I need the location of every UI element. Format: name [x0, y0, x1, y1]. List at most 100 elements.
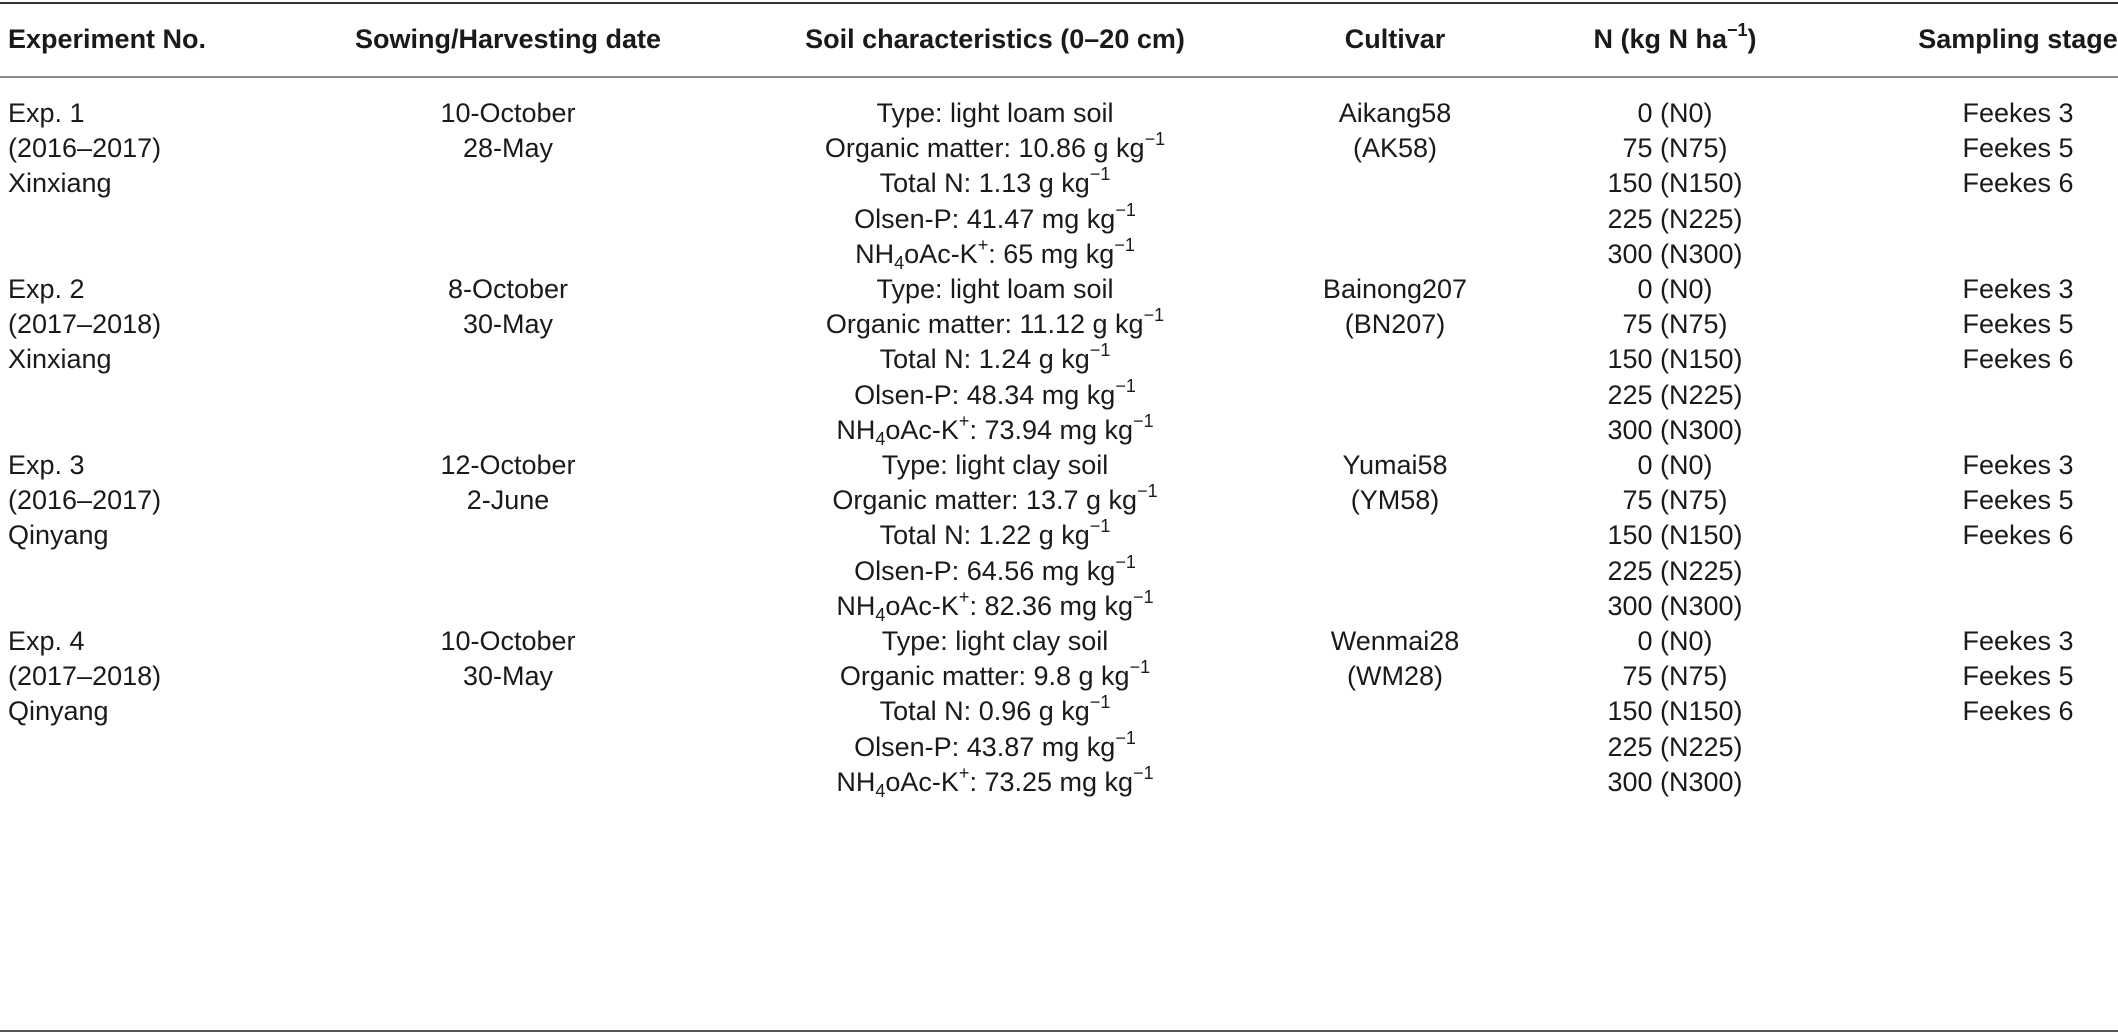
- soil-characteristic-cell: Olsen-P: 64.56 mg kg−1: [854, 553, 1136, 588]
- soil-unit-exp: −1: [1114, 234, 1135, 255]
- n-rate-cell: 75 (N75): [1622, 309, 1728, 340]
- header-rule: [0, 76, 2118, 78]
- soil-unit-exp: −1: [1133, 762, 1154, 783]
- soil-unit: kg: [1104, 414, 1134, 445]
- experiment-cell: (2016–2017): [8, 133, 162, 164]
- header-sowing: Sowing/Harvesting date: [354, 24, 662, 54]
- soil-unit: kg: [1104, 590, 1134, 621]
- soil-label: Type:: [876, 274, 950, 304]
- soil-label: Total N:: [879, 520, 979, 551]
- soil-characteristic-cell: Type: light clay soil: [882, 448, 1109, 482]
- soil-label-sup: +: [958, 762, 970, 783]
- experiment-cell: Qinyang: [8, 696, 109, 727]
- soil-unit: kg: [1108, 485, 1138, 516]
- sampling-stage-cell: Feekes 6: [1962, 696, 2074, 727]
- sampling-stage-cell: Feekes 3: [1962, 450, 2074, 480]
- n-rate-cell: 225 (N225): [1607, 555, 1743, 586]
- n-rate-cell: 0 (N0): [1637, 626, 1713, 656]
- soil-label-colon: :: [969, 590, 985, 621]
- soil-characteristic-cell: Type: light clay soil: [882, 624, 1109, 658]
- soil-label-nh: NH: [855, 238, 895, 269]
- n-rate-cell: 300 (N300): [1607, 414, 1743, 445]
- soil-label: Olsen-P:: [854, 731, 967, 762]
- soil-label: Organic matter:: [839, 661, 1034, 692]
- cultivar-cell: (BN207): [1344, 309, 1446, 340]
- n-rate-cell: 150 (N150): [1607, 168, 1743, 199]
- soil-unit-exp: −1: [1089, 516, 1111, 537]
- sampling-stage-cell: Feekes 6: [1962, 520, 2074, 551]
- soil-label-oac: oAc-K: [904, 238, 978, 269]
- soil-label: Type:: [881, 450, 956, 480]
- soil-label-nh: NH: [836, 590, 876, 621]
- experiment-cell: (2017–2018): [8, 661, 162, 692]
- date-cell: 10-October: [440, 626, 576, 656]
- soil-label: Olsen-P:: [854, 203, 967, 234]
- sampling-stage-cell: Feekes 6: [1962, 168, 2074, 199]
- soil-value: 82.36 mg: [984, 590, 1098, 621]
- soil-label-sup: +: [977, 234, 989, 255]
- soil-characteristic-cell: Type: light loam soil: [876, 272, 1113, 306]
- date-cell: 10-October: [440, 98, 576, 128]
- n-rate-cell: 0 (N0): [1637, 450, 1713, 480]
- soil-unit-exp: −1: [1115, 375, 1136, 396]
- cultivar-cell: Bainong207: [1322, 274, 1468, 304]
- soil-label-sub: 4: [875, 604, 886, 625]
- soil-label-nh: NH: [836, 414, 876, 445]
- cultivar-cell: (AK58): [1352, 133, 1438, 164]
- soil-unit-exp: −1: [1129, 657, 1151, 678]
- soil-label: Olsen-P:: [854, 555, 967, 586]
- soil-value: 9.8 g: [1033, 661, 1094, 692]
- soil-unit-exp: −1: [1115, 727, 1136, 748]
- soil-value: light loam soil: [949, 274, 1114, 304]
- table-top-rule: [0, 2, 2118, 4]
- header-n-suffix: ): [1747, 24, 1757, 54]
- experiment-cell: Xinxiang: [8, 344, 112, 375]
- soil-value: light clay soil: [955, 450, 1109, 480]
- date-cell: 30-May: [462, 661, 554, 692]
- soil-unit-exp: −1: [1133, 410, 1154, 431]
- experiment-cell: (2017–2018): [8, 309, 162, 340]
- date-cell: 8-October: [447, 274, 569, 304]
- soil-value: light loam soil: [949, 98, 1114, 128]
- soil-label: Total N:: [879, 168, 979, 199]
- n-rate-cell: 225 (N225): [1607, 203, 1743, 234]
- soil-label: Olsen-P:: [854, 379, 967, 410]
- soil-label-oac: oAc-K: [885, 590, 959, 621]
- soil-value: 1.22 g: [978, 520, 1054, 551]
- soil-value: 10.86 g: [1018, 133, 1109, 164]
- experiment-cell: Exp. 4: [8, 626, 85, 656]
- soil-label: Type:: [881, 626, 956, 656]
- n-rate-cell: 0 (N0): [1637, 274, 1713, 304]
- soil-value: 73.94 mg: [984, 414, 1098, 445]
- n-rate-cell: 300 (N300): [1607, 766, 1743, 797]
- sampling-stage-cell: Feekes 5: [1962, 661, 2074, 692]
- soil-label-nh: NH: [836, 766, 876, 797]
- soil-label: Type:: [876, 98, 950, 128]
- soil-label: Organic matter:: [825, 309, 1020, 340]
- soil-unit: kg: [1085, 238, 1115, 269]
- soil-unit-exp: −1: [1133, 586, 1154, 607]
- soil-characteristic-cell: NH4oAc-K+: 73.25 mg kg−1: [836, 762, 1154, 801]
- soil-characteristic-cell: Total N: 1.13 g kg−1: [879, 165, 1111, 200]
- soil-label-sub: 4: [875, 780, 886, 801]
- soil-label-sup: +: [958, 586, 970, 607]
- sampling-stage-cell: Feekes 5: [1962, 309, 2074, 340]
- header-soil: Soil characteristics (0–20 cm): [805, 24, 1185, 54]
- soil-value: 65 mg: [1003, 238, 1079, 269]
- cultivar-cell: Yumai58: [1342, 450, 1448, 480]
- soil-label-oac: oAc-K: [885, 766, 959, 797]
- sampling-stage-cell: Feekes 3: [1962, 274, 2074, 304]
- n-rate-cell: 300 (N300): [1607, 238, 1743, 269]
- soil-label-sub: 4: [894, 252, 905, 273]
- n-rate-cell: 225 (N225): [1607, 731, 1743, 762]
- n-rate-cell: 75 (N75): [1622, 661, 1728, 692]
- soil-unit: kg: [1115, 309, 1144, 340]
- soil-label-oac: oAc-K: [885, 414, 959, 445]
- experiment-cell: (2016–2017): [8, 485, 162, 516]
- header-n-prefix: N (kg N ha: [1593, 24, 1727, 54]
- soil-label: Total N:: [879, 696, 979, 727]
- soil-characteristic-cell: Olsen-P: 43.87 mg kg−1: [854, 727, 1136, 764]
- soil-characteristic-cell: Total N: 1.22 g kg−1: [879, 516, 1111, 552]
- header-n-rate: N (kg N ha−1): [1593, 21, 1757, 56]
